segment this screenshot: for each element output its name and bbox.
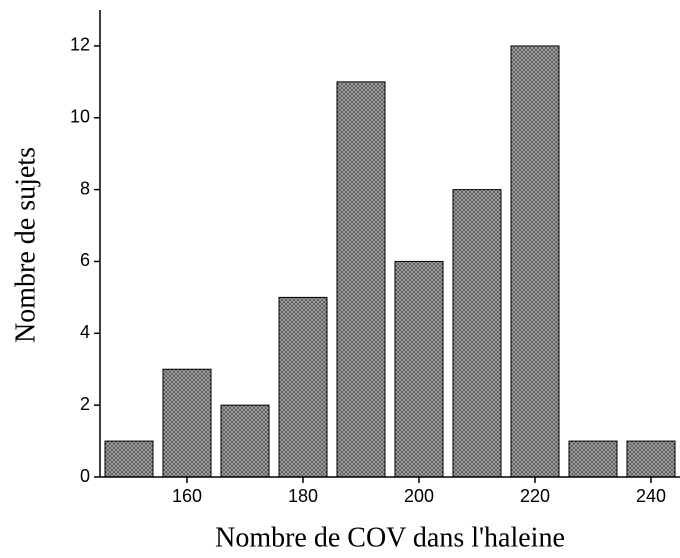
bar — [510, 45, 560, 478]
bar — [394, 260, 444, 478]
y-tick-label: 10 — [70, 107, 90, 127]
y-tick-label: 0 — [80, 466, 90, 486]
bar — [220, 404, 270, 478]
y-tick-label: 6 — [80, 250, 90, 270]
y-tick-label: 2 — [80, 394, 90, 414]
bar — [336, 81, 386, 478]
bar — [452, 189, 502, 478]
x-tick-label: 160 — [172, 486, 202, 506]
x-axis-label: Nombre de COV dans l'haleine — [215, 522, 565, 553]
bar — [278, 296, 328, 478]
bar — [162, 368, 212, 478]
x-tick-label: 200 — [404, 486, 434, 506]
y-tick-label: 4 — [80, 322, 90, 342]
bar — [568, 440, 618, 478]
x-tick-label: 240 — [636, 486, 666, 506]
x-tick-label: 220 — [520, 486, 550, 506]
y-axis-label: Nombre de sujets — [10, 147, 41, 343]
x-tick-label: 180 — [288, 486, 318, 506]
bar — [104, 440, 154, 478]
y-tick-label: 12 — [70, 35, 90, 55]
y-tick-label: 8 — [80, 178, 90, 198]
bar — [626, 440, 676, 478]
